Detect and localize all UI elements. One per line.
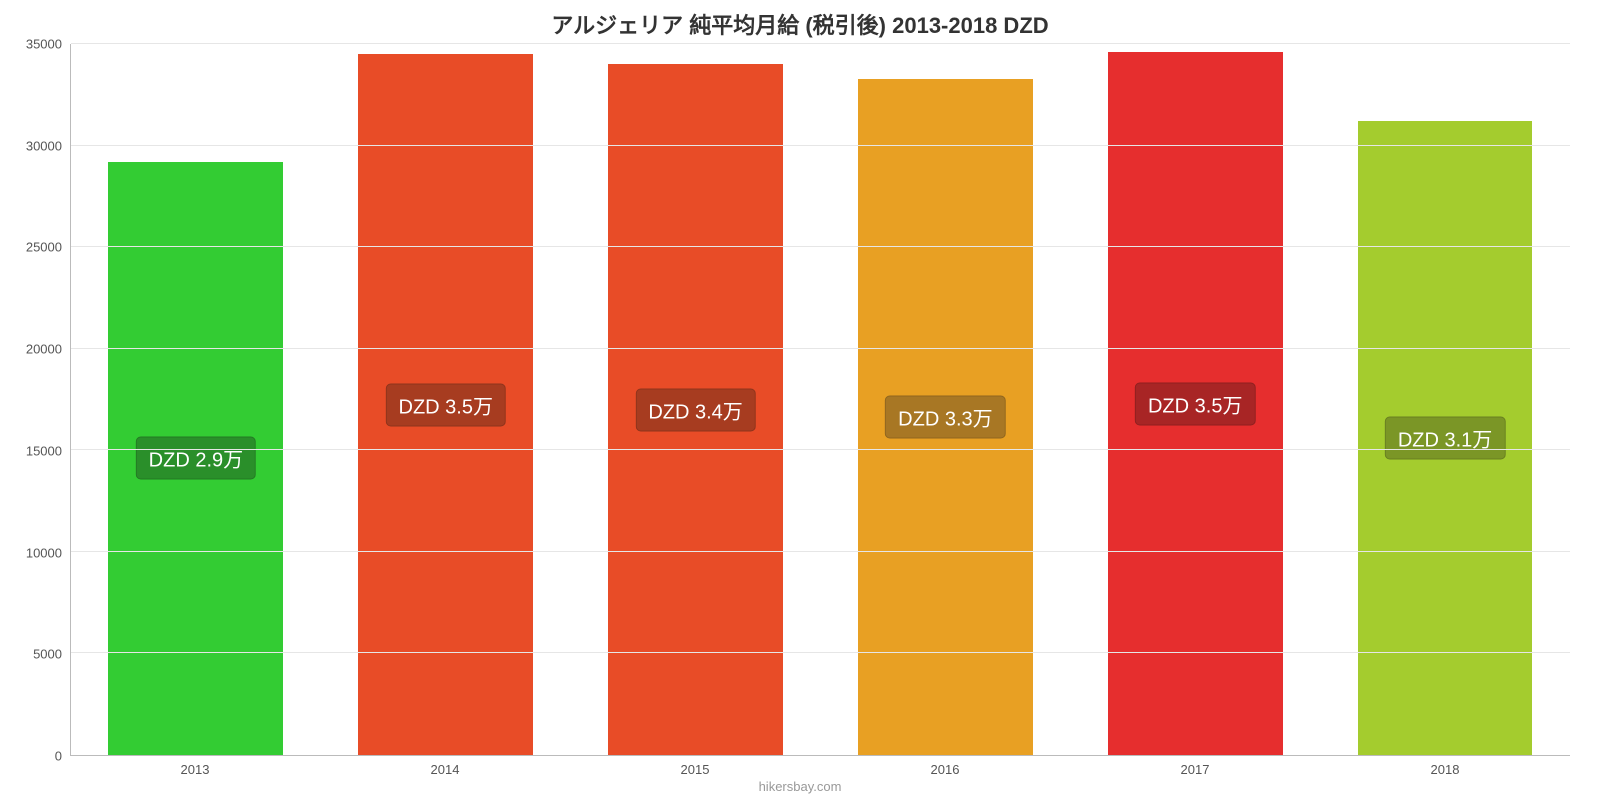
bar: DZD 3.5万 <box>1108 52 1283 755</box>
bar-slot: DZD 3.5万 <box>321 44 571 755</box>
bar-slot: DZD 2.9万 <box>71 44 321 755</box>
bar-value-label: DZD 3.3万 <box>885 395 1005 438</box>
y-tick-label: 30000 <box>26 138 62 153</box>
plot-area: DZD 2.9万 DZD 3.5万 DZD 3.4万 DZD 3.3万 DZD 3.5万… <box>70 44 1570 756</box>
grid-line <box>71 43 1570 44</box>
bar-slot: DZD 3.3万 <box>820 44 1070 755</box>
y-tick-label: 10000 <box>26 545 62 560</box>
grid-line <box>71 348 1570 349</box>
plot-row: 05000100001500020000250003000035000 DZD … <box>0 44 1600 756</box>
bar-value-label: DZD 3.1万 <box>1385 417 1505 460</box>
grid-line <box>71 449 1570 450</box>
x-tick-label: 2016 <box>820 762 1070 777</box>
bar: DZD 3.1万 <box>1358 121 1533 755</box>
y-tick-label: 35000 <box>26 37 62 52</box>
y-tick-label: 5000 <box>33 647 62 662</box>
x-tick-label: 2017 <box>1070 762 1320 777</box>
grid-line <box>71 551 1570 552</box>
chart-footer: hikersbay.com <box>0 779 1600 800</box>
bar-value-label: DZD 2.9万 <box>136 437 256 480</box>
bar-value-label: DZD 3.5万 <box>1135 382 1255 425</box>
bar-slot: DZD 3.4万 <box>571 44 821 755</box>
grid-line <box>71 145 1570 146</box>
grid-line <box>71 246 1570 247</box>
y-axis: 05000100001500020000250003000035000 <box>10 44 70 756</box>
x-tick-label: 2014 <box>320 762 570 777</box>
x-tick-label: 2013 <box>70 762 320 777</box>
bar-value-label: DZD 3.5万 <box>386 383 506 426</box>
chart-title: アルジェリア 純平均月給 (税引後) 2013-2018 DZD <box>0 0 1600 44</box>
x-axis: 201320142015201620172018 <box>0 756 1600 779</box>
bar-slot: DZD 3.1万 <box>1320 44 1570 755</box>
bar: DZD 3.3万 <box>858 79 1033 755</box>
bar: DZD 2.9万 <box>108 162 283 755</box>
bar-slot: DZD 3.5万 <box>1070 44 1320 755</box>
bars-layer: DZD 2.9万 DZD 3.5万 DZD 3.4万 DZD 3.3万 DZD 3.5万… <box>71 44 1570 755</box>
y-tick-label: 20000 <box>26 342 62 357</box>
y-tick-label: 0 <box>55 749 62 764</box>
chart-container: アルジェリア 純平均月給 (税引後) 2013-2018 DZD 0 5000 10… <box>0 0 1600 800</box>
grid-line <box>71 652 1570 653</box>
y-tick-label: 25000 <box>26 240 62 255</box>
bar: DZD 3.4万 <box>608 64 783 755</box>
x-tick-label: 2015 <box>570 762 820 777</box>
y-tick-label: 15000 <box>26 443 62 458</box>
bar: DZD 3.5万 <box>358 54 533 755</box>
bar-value-label: DZD 3.4万 <box>635 388 755 431</box>
x-tick-label: 2018 <box>1320 762 1570 777</box>
